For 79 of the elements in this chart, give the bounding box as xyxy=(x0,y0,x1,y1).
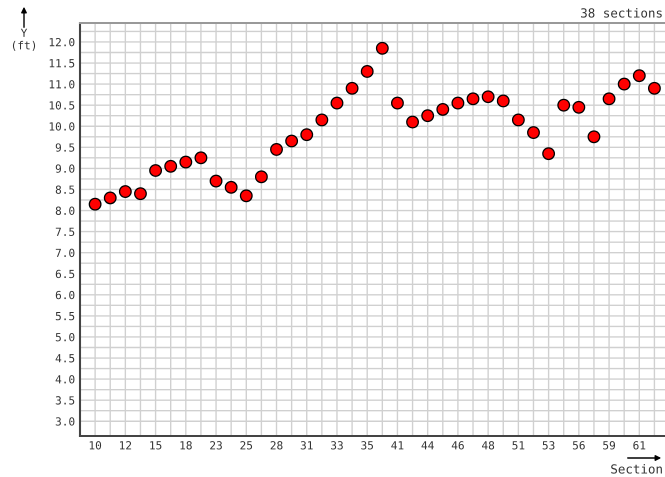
point xyxy=(527,126,540,140)
point xyxy=(346,82,359,95)
y-tick-label: 10.0 xyxy=(50,122,74,131)
x-tick-label: 25 xyxy=(240,441,252,450)
point xyxy=(179,156,192,169)
point xyxy=(134,187,147,200)
point xyxy=(588,130,600,144)
x-tick-label: 51 xyxy=(512,441,524,450)
point xyxy=(436,102,450,116)
point xyxy=(149,164,162,177)
y-tick-label: 5.5 xyxy=(56,312,74,320)
y-tick-label: 4.5 xyxy=(56,354,74,362)
point xyxy=(391,96,404,110)
y-tick-label: 8.0 xyxy=(56,206,74,215)
x-tick-label: 23 xyxy=(210,441,222,450)
y-tick-label: 11.0 xyxy=(50,80,74,89)
x-tick-label: 46 xyxy=(452,441,464,450)
y-tick-label: 11.5 xyxy=(50,59,74,68)
point xyxy=(224,180,238,194)
y-axis-title: Y (ft) xyxy=(12,28,36,51)
point xyxy=(360,65,374,78)
point xyxy=(632,69,646,82)
y-tick-label: 9.0 xyxy=(56,164,74,173)
point xyxy=(512,113,525,126)
text: 38 sections xyxy=(581,8,662,18)
y-tick-label: 9.5 xyxy=(56,143,74,152)
point xyxy=(421,109,434,122)
y-tick-label: 12.0 xyxy=(50,38,74,46)
y-tick-label: 8.5 xyxy=(56,185,74,194)
point xyxy=(482,90,495,104)
y-tick-label: 5.0 xyxy=(56,332,74,342)
x-tick-label: 28 xyxy=(270,441,282,450)
y-tick-label: 7.5 xyxy=(56,228,74,236)
y-tick-label: 6.0 xyxy=(56,290,74,300)
x-tick-label: 41 xyxy=(391,441,404,450)
point xyxy=(557,98,570,112)
point xyxy=(572,100,586,114)
point xyxy=(376,42,389,55)
point xyxy=(240,189,253,202)
point xyxy=(618,78,631,91)
point xyxy=(330,96,344,110)
point xyxy=(406,116,419,128)
point xyxy=(602,92,616,106)
x-tick-label: 12 xyxy=(120,441,132,450)
x-tick-label: 33 xyxy=(331,441,343,450)
point xyxy=(300,128,314,142)
point xyxy=(496,94,510,108)
y-tick-label: 10.5 xyxy=(50,101,74,110)
point xyxy=(164,160,178,173)
x-tick-label: 48 xyxy=(482,441,494,450)
y-tick-label: 6.5 xyxy=(56,270,74,278)
y-tick-label: 4.0 xyxy=(56,375,74,384)
x-tick-label: 35 xyxy=(361,441,374,450)
point xyxy=(270,142,283,156)
point xyxy=(254,170,268,184)
point xyxy=(88,198,102,211)
x-tick-label: 31 xyxy=(300,441,313,450)
x-axis-title: Section xyxy=(611,464,662,474)
point xyxy=(451,96,464,110)
x-tick-label: 56 xyxy=(572,441,585,450)
point xyxy=(210,174,222,188)
x-tick-label: 10 xyxy=(90,441,102,450)
point xyxy=(104,191,117,204)
x-tick-label: 61 xyxy=(633,441,646,450)
point xyxy=(648,82,661,95)
y-tick-label: 7.0 xyxy=(56,248,74,258)
y-tick-label: 3.0 xyxy=(56,417,74,426)
point xyxy=(315,113,328,126)
point xyxy=(118,185,132,198)
point xyxy=(285,134,298,148)
point xyxy=(466,92,480,106)
y-tick-label: 3.5 xyxy=(56,396,74,405)
x-tick-label: 59 xyxy=(603,441,616,450)
point xyxy=(542,147,556,160)
x-tick-label: 18 xyxy=(180,441,192,450)
x-tick-label: 53 xyxy=(542,441,554,450)
x-tick-label: 44 xyxy=(422,441,434,450)
point xyxy=(194,151,208,164)
x-tick-label: 15 xyxy=(150,441,162,450)
